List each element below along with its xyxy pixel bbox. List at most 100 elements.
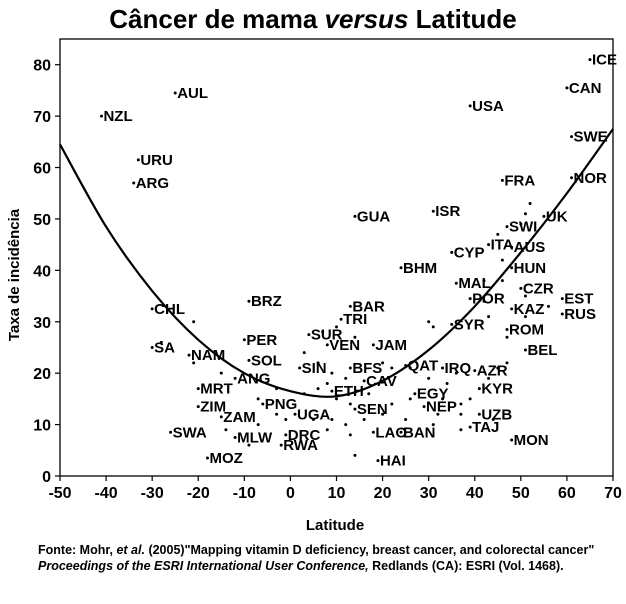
data-point [348, 433, 352, 437]
data-point [192, 320, 196, 324]
data-point [408, 397, 412, 401]
data-point [496, 232, 500, 236]
data-point [487, 315, 491, 319]
data-point [205, 456, 209, 460]
x-axis-label: Latitude [306, 517, 364, 534]
point-label: NEP [426, 399, 457, 416]
data-point [459, 402, 463, 406]
data-point [431, 209, 435, 213]
data-point [440, 397, 444, 401]
data-point [523, 348, 527, 352]
point-label: CAN [569, 80, 602, 97]
data-point [150, 307, 154, 311]
point-label: ROM [509, 321, 544, 338]
point-label: PNG [265, 396, 298, 413]
data-point [390, 402, 394, 406]
point-label: UZB [481, 406, 512, 423]
data-point [173, 91, 177, 95]
x-tick-label: -20 [187, 485, 210, 502]
data-point [500, 279, 504, 283]
data-point [325, 381, 329, 385]
point-label: GUA [357, 208, 391, 225]
point-label: USA [472, 98, 504, 115]
data-point [344, 423, 348, 427]
data-point [431, 423, 435, 427]
trend-line [59, 128, 614, 398]
data-point [325, 343, 329, 347]
data-point [381, 412, 385, 416]
data-point [542, 214, 546, 218]
source-citation: Fonte: Mohr, et al. (2005)"Mapping vitam… [38, 543, 595, 573]
data-point [468, 397, 472, 401]
data-point [247, 443, 251, 447]
data-point [353, 214, 357, 218]
data-point [565, 86, 569, 90]
data-point [510, 245, 514, 249]
point-label: BHM [403, 260, 437, 277]
data-point [454, 371, 458, 375]
point-label: BFS [352, 360, 382, 377]
point-label: AUL [177, 85, 208, 102]
point-label: SUR [311, 327, 343, 344]
point-label: NZL [103, 108, 132, 125]
data-point [196, 387, 200, 391]
data-point [477, 412, 481, 416]
point-label: UGA [297, 406, 331, 423]
point-label: UK [546, 208, 568, 225]
data-point [233, 376, 237, 380]
x-tick-label: -40 [95, 485, 118, 502]
data-point [284, 433, 288, 437]
data-point [473, 369, 477, 373]
data-point [500, 178, 504, 182]
point-label: SOL [251, 352, 282, 369]
point-label: EGY [417, 386, 449, 403]
point-label: MON [514, 432, 549, 449]
data-point [307, 333, 311, 337]
data-point [279, 443, 283, 447]
data-point [311, 417, 315, 421]
data-point [187, 353, 191, 357]
data-point [330, 389, 334, 393]
x-tick-label: 10 [328, 485, 346, 502]
data-point [339, 317, 343, 321]
data-point [519, 222, 523, 226]
point-label: FRA [504, 172, 535, 189]
plot-frame [59, 38, 614, 477]
point-label: ITA [491, 237, 514, 254]
data-point [293, 412, 297, 416]
data-point [588, 58, 592, 62]
data-point [519, 286, 523, 290]
data-point [468, 297, 472, 301]
data-point [459, 412, 463, 416]
data-point [335, 397, 338, 401]
data-point [348, 304, 352, 308]
point-label: MAL [458, 275, 491, 292]
point-label: SWI [509, 219, 537, 236]
x-tick-label: 60 [558, 485, 576, 502]
data-point [487, 243, 491, 247]
point-label: URU [140, 152, 173, 169]
point-label: POR [472, 291, 505, 308]
point-label: JAM [375, 337, 407, 354]
point-label: BAN [403, 424, 436, 441]
data-point [528, 202, 532, 206]
data-point [256, 423, 260, 427]
data-point [450, 322, 454, 326]
data-point [445, 381, 449, 385]
point-label: HUN [514, 260, 547, 277]
data-point [422, 405, 426, 409]
data-point [413, 392, 417, 396]
point-label: RWA [283, 437, 318, 454]
data-point [399, 430, 403, 434]
data-point [408, 366, 412, 370]
data-point [275, 412, 279, 416]
data-point [560, 312, 564, 316]
y-tick-label: 0 [42, 469, 51, 486]
y-tick-label: 50 [33, 212, 51, 229]
point-label: LAO [375, 424, 407, 441]
data-point [496, 366, 500, 370]
point-label: SA [154, 339, 175, 356]
point-label: NOR [574, 170, 608, 187]
point-label: CZR [523, 280, 554, 297]
x-tick-label: -50 [48, 485, 71, 502]
